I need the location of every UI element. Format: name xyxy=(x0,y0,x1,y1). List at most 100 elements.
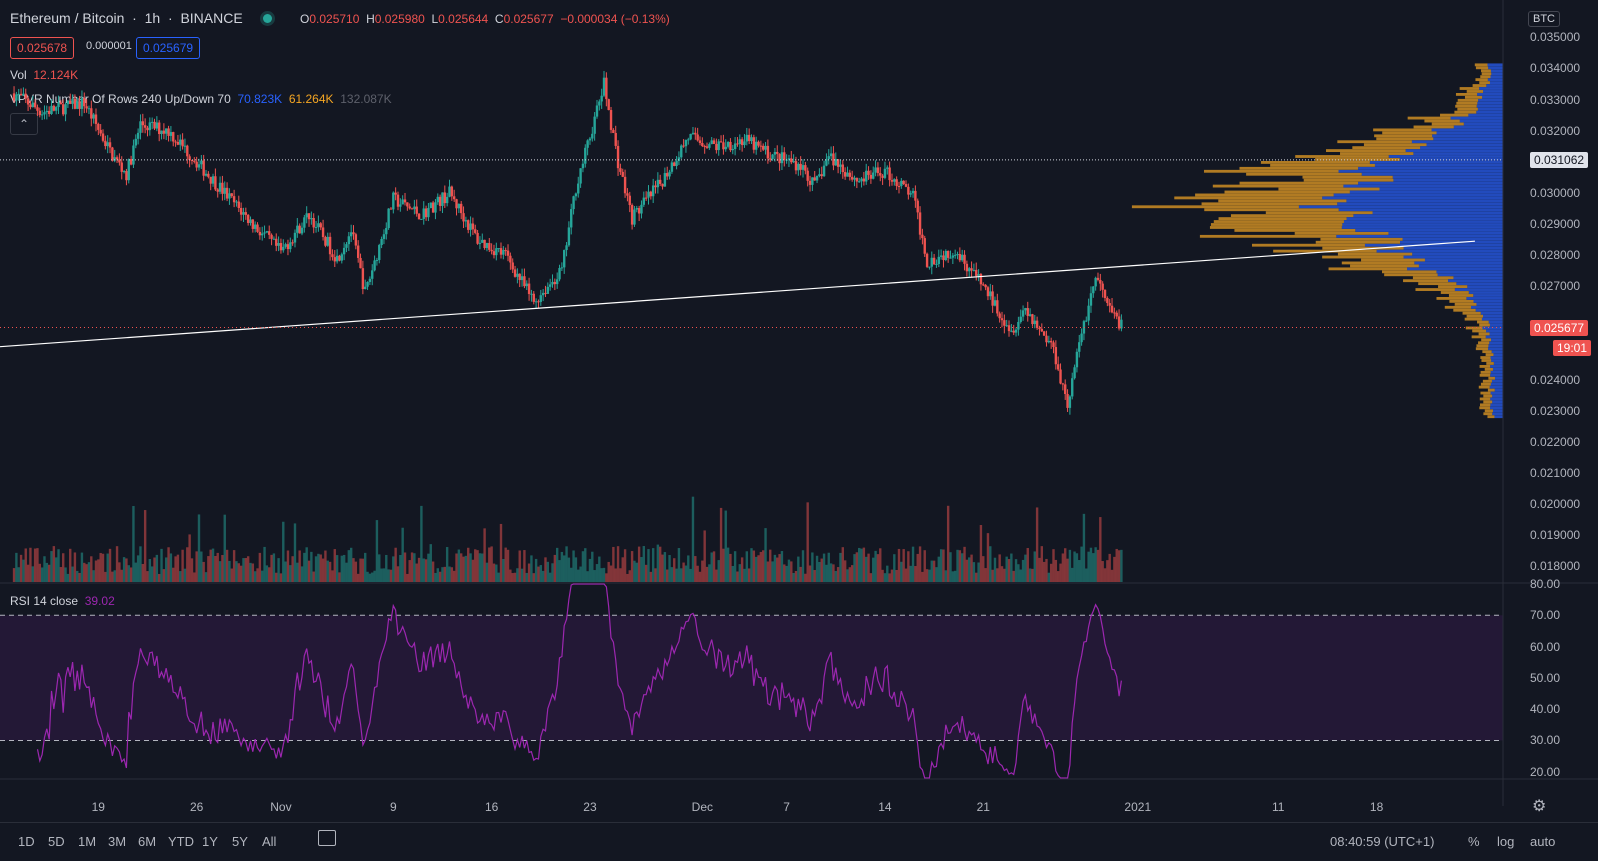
volume-bar xyxy=(298,550,301,582)
volume-bar xyxy=(1094,547,1097,582)
vpvr-down-row xyxy=(1294,231,1389,235)
range-button-3m[interactable]: 3M xyxy=(108,834,127,849)
price-tick-label: 0.029000 xyxy=(1530,217,1581,232)
price-tick-label: 0.030000 xyxy=(1530,185,1581,200)
candle-body xyxy=(502,250,505,255)
vpvr-up-row xyxy=(1426,143,1503,147)
vpvr-up-row xyxy=(1468,113,1503,117)
range-button-1d[interactable]: 1D xyxy=(18,834,35,849)
volume-bar xyxy=(539,565,542,582)
range-button-all[interactable]: All xyxy=(262,834,277,849)
log-toggle[interactable]: log xyxy=(1497,834,1515,849)
range-button-6m[interactable]: 6M xyxy=(138,834,157,849)
volume-bar xyxy=(186,547,189,582)
goto-date-icon[interactable] xyxy=(318,830,336,846)
volume-bar xyxy=(970,554,973,582)
vpvr-up-row xyxy=(1358,166,1503,170)
vpvr-down-row xyxy=(1480,370,1491,374)
candle-body xyxy=(261,233,264,236)
buy-button[interactable]: 0.025679 xyxy=(136,37,201,59)
rsi-tick-label: 80.00 xyxy=(1530,577,1561,591)
volume-bar xyxy=(579,566,582,582)
volume-bar xyxy=(104,571,107,582)
candle-body xyxy=(29,104,32,108)
volume-bar xyxy=(520,568,524,582)
candle-body xyxy=(139,121,142,133)
volume-bar xyxy=(1024,554,1027,582)
volume-bar xyxy=(649,571,653,582)
rsi-legend[interactable]: RSI 14 close 39.02 xyxy=(10,594,115,608)
auto-toggle[interactable]: auto xyxy=(1530,834,1556,849)
candle-body xyxy=(680,145,683,158)
vpvr-down-row xyxy=(1201,202,1338,206)
candle-body xyxy=(246,214,250,223)
volume-bar xyxy=(431,561,435,582)
volume-bar xyxy=(1101,561,1104,582)
interval[interactable]: 1h xyxy=(144,10,161,26)
volume-bar xyxy=(1056,571,1060,582)
vpvr-down-row xyxy=(1224,190,1350,194)
vpvr-up-row xyxy=(1453,276,1503,280)
volume-bars xyxy=(12,496,1123,582)
candle-body xyxy=(602,77,606,96)
candle-body xyxy=(223,187,226,194)
vpvr-legend[interactable]: VPVR Number Of Rows 240 Up/Down 70 70.82… xyxy=(10,92,392,106)
settings-gear-icon[interactable]: ⚙ xyxy=(1532,798,1547,815)
volume-bar xyxy=(736,571,739,582)
sell-button[interactable]: 0.025678 xyxy=(10,37,75,59)
volume-bar xyxy=(893,554,896,582)
range-button-1m[interactable]: 1M xyxy=(78,834,97,849)
range-button-ytd[interactable]: YTD xyxy=(168,834,194,849)
volume-bar xyxy=(340,555,344,582)
volume-bar xyxy=(762,550,765,582)
range-button-5d[interactable]: 5D xyxy=(48,834,65,849)
candle-body xyxy=(349,232,353,237)
volume-bar xyxy=(1040,546,1043,582)
collapse-legend-button[interactable]: ⌃ xyxy=(10,113,38,135)
volume-bar xyxy=(993,557,997,582)
candle-body xyxy=(551,281,554,285)
vol-legend[interactable]: Vol 12.124K xyxy=(10,68,79,82)
volume-bar xyxy=(839,552,842,582)
volume-bar xyxy=(799,566,802,582)
vpvr-down-row xyxy=(1456,101,1478,105)
candle-body xyxy=(1064,384,1067,395)
clock[interactable]: 08:40:59 (UTC+1) xyxy=(1330,834,1435,849)
volume-bar xyxy=(785,565,788,582)
candle-body xyxy=(211,176,215,184)
vpvr-up-row xyxy=(1342,223,1503,226)
candle-body xyxy=(731,149,734,151)
volume-bar xyxy=(694,556,697,582)
volume-bar xyxy=(354,561,358,582)
candle-body xyxy=(296,225,299,233)
candle-body xyxy=(982,284,985,286)
candle-body xyxy=(827,156,830,160)
range-button-1y[interactable]: 1Y xyxy=(202,834,218,849)
volume-bar xyxy=(1064,548,1067,582)
candle-body xyxy=(22,93,25,96)
candle-body xyxy=(225,187,229,199)
rsi-tick-label: 20.00 xyxy=(1530,764,1561,779)
candle-body xyxy=(565,245,568,251)
candle-body xyxy=(197,164,201,168)
range-button-5y[interactable]: 5Y xyxy=(232,834,248,849)
candle-body xyxy=(658,179,662,184)
time-tick-label: 21 xyxy=(976,800,990,814)
candle-body xyxy=(375,260,379,262)
currency-button[interactable]: BTC xyxy=(1528,11,1560,27)
volume-bar xyxy=(581,551,585,582)
volume-bar xyxy=(1068,549,1072,582)
vpvr-up-row xyxy=(1466,297,1503,300)
candle-body xyxy=(284,244,287,247)
volume-bar xyxy=(120,569,123,582)
symbol-name[interactable]: Ethereum / Bitcoin xyxy=(10,10,125,26)
percent-toggle[interactable]: % xyxy=(1468,834,1480,849)
time-tick-label: 14 xyxy=(878,800,892,814)
vpvr-up-row xyxy=(1489,332,1503,336)
volume-bar xyxy=(668,555,671,582)
volume-bar xyxy=(506,549,510,582)
vpvr-up-row xyxy=(1494,388,1503,392)
volume-bar xyxy=(1000,566,1004,582)
vpvr-up-row xyxy=(1482,95,1503,99)
